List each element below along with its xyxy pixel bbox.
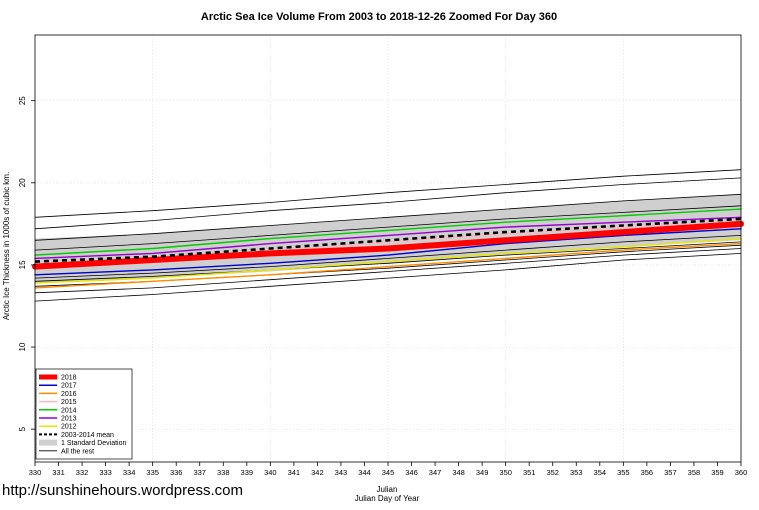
rest-series-line	[34, 241, 742, 282]
std-deviation-band	[35, 194, 741, 283]
legend-label: 2018	[61, 375, 77, 382]
series-line-2012	[34, 237, 742, 284]
x-tick-label: 333	[99, 468, 112, 477]
watermark-url: http://sunshinehours.wordpress.com	[2, 482, 243, 499]
legend-label: 2012	[61, 424, 77, 431]
x-tick-label: 344	[358, 468, 371, 477]
x-tick-label: 331	[52, 468, 65, 477]
x-tick-label: 338	[217, 468, 230, 477]
legend-label: All the rest	[61, 448, 94, 455]
std-band-layer	[35, 194, 741, 283]
legend-label: 2015	[61, 399, 77, 406]
rest-series-line	[34, 253, 742, 302]
x-tick-label: 358	[688, 468, 701, 477]
x-axis-label: Julian	[377, 485, 398, 494]
x-tick-label: 351	[523, 468, 536, 477]
x-tick-label: 337	[193, 468, 206, 477]
rest-series-line	[34, 235, 742, 279]
x-tick-label: 346	[405, 468, 418, 477]
x-tick-label: 336	[170, 468, 183, 477]
x-tick-label: 343	[335, 468, 348, 477]
series-line-2017	[34, 228, 742, 276]
x-tick-label: 355	[617, 468, 630, 477]
legend-label: 2016	[61, 391, 77, 398]
y-tick-label: 10	[18, 342, 27, 351]
chart-title: Arctic Sea Ice Volume From 2003 to 2018-…	[201, 11, 557, 23]
x-tick-label: 354	[594, 468, 607, 477]
x-tick-label: 360	[735, 468, 748, 477]
rest-lines-layer	[34, 169, 742, 302]
legend-swatch	[39, 439, 57, 446]
legend-label: 2003-2014 mean	[61, 432, 114, 439]
series-line-2016	[34, 242, 742, 289]
axes: 330 331 332 333 334 335 336 337 338 339 340 341 342 3…	[18, 34, 748, 477]
legend-label: 1 Standard Deviation	[61, 440, 126, 447]
x-tick-label: 350	[499, 468, 512, 477]
y-axis-label: Arctic Ice Thickness in 1000s of cubic k…	[2, 172, 11, 320]
x-axis-label-2: Julian Day of Year	[355, 494, 420, 503]
y-tick-label: 20	[18, 178, 27, 187]
series-line-2018	[32, 220, 744, 270]
series-line-2013	[34, 216, 742, 260]
x-tick-label: 357	[664, 468, 677, 477]
y-tick-label: 25	[18, 96, 27, 105]
rest-series-line	[34, 177, 742, 230]
mean-line	[34, 217, 742, 263]
rest-series-line	[34, 248, 742, 294]
rest-series-line	[34, 193, 742, 241]
x-tick-label: 341	[288, 468, 301, 477]
x-tick-label: 342	[311, 468, 324, 477]
x-tick-label: 356	[641, 468, 654, 477]
x-tick-label: 349	[476, 468, 489, 477]
x-tick-label: 345	[382, 468, 395, 477]
x-tick-label: 348	[452, 468, 465, 477]
x-tick-label: 332	[76, 468, 89, 477]
x-tick-label: 353	[570, 468, 583, 477]
legend-label: 2017	[61, 383, 77, 390]
x-tick-label: 335	[146, 468, 159, 477]
series-line-2014	[34, 208, 742, 256]
y-tick-label: 5	[18, 426, 27, 431]
y-tick-label: 15	[18, 260, 27, 269]
x-tick-label: 347	[429, 468, 442, 477]
rest-series-line	[34, 169, 742, 218]
rest-series-line	[34, 205, 742, 251]
legend-label: 2013	[61, 416, 77, 423]
x-tick-label: 359	[711, 468, 724, 477]
x-tick-label: 352	[546, 468, 559, 477]
x-tick-label: 330	[29, 468, 42, 477]
legend-label: 2014	[61, 407, 77, 414]
x-tick-label: 334	[123, 468, 136, 477]
x-tick-label: 340	[264, 468, 277, 477]
series-layer	[32, 208, 744, 289]
x-tick-label: 339	[241, 468, 254, 477]
